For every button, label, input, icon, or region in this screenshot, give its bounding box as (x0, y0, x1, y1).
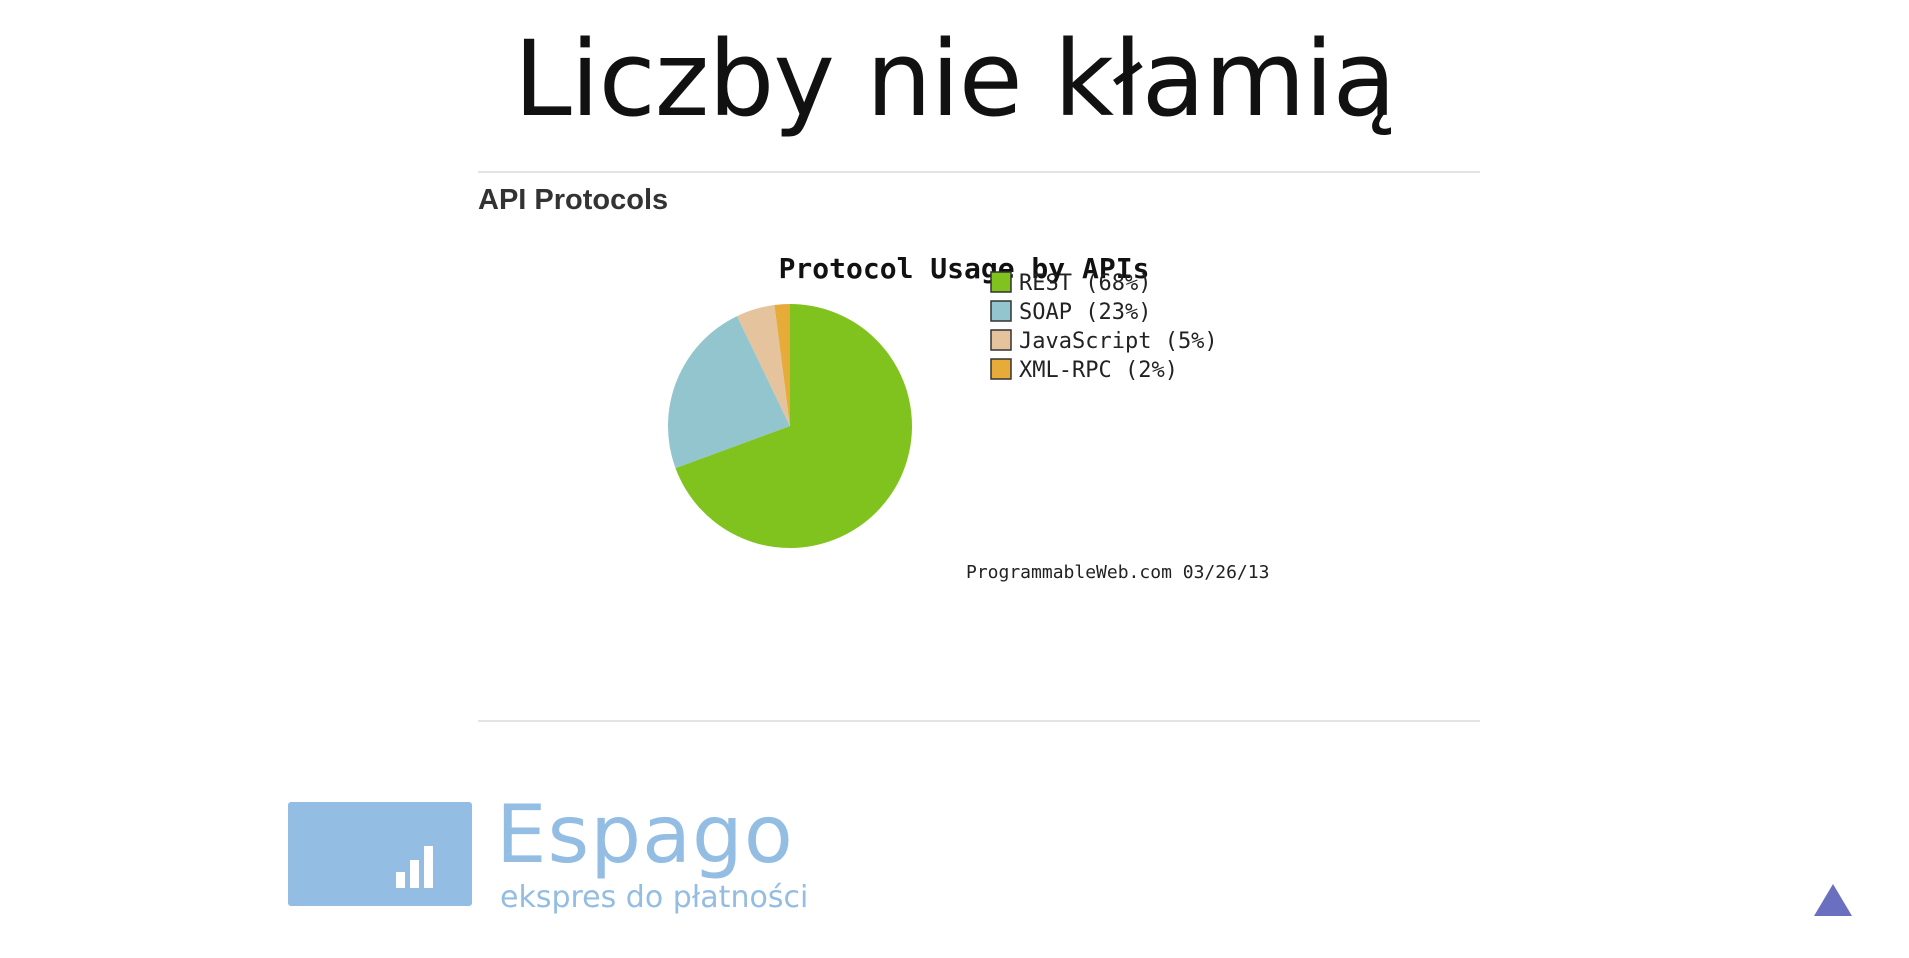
legend-label: SOAP (23%) (1019, 300, 1151, 325)
legend-label: JavaScript (5%) (1019, 329, 1218, 354)
legend-label: REST (68%) (1019, 271, 1151, 296)
chart-source: ProgrammableWeb.com 03/26/13 (966, 562, 1269, 583)
bar-chart-icon (396, 846, 433, 888)
legend-swatch (990, 271, 1012, 293)
slide-title: Liczby nie kłamią (513, 18, 1397, 140)
brand-name: Espago (496, 788, 794, 881)
legend-swatch (990, 358, 1012, 380)
legend-label: XML-RPC (2%) (1019, 358, 1178, 383)
pie-slice-javascript (737, 305, 790, 426)
pie-slice-rest (675, 304, 912, 548)
espago-logo (288, 802, 472, 906)
bottom-divider (478, 720, 1480, 722)
section-heading: API Protocols (478, 184, 669, 216)
pie-chart: Protocol Usage by APIs REST (68%) SOAP (2… (668, 252, 1269, 583)
top-divider (478, 171, 1480, 173)
brand-tagline: ekspres do płatności (500, 880, 809, 915)
legend-swatch (990, 300, 1012, 322)
triangle-up-icon[interactable] (1812, 882, 1854, 918)
chart-title: Protocol Usage by APIs (779, 252, 1150, 285)
legend-swatch (990, 329, 1012, 351)
pie-slice-soap (668, 316, 790, 469)
pie-slice-xml-rpc (774, 304, 790, 426)
